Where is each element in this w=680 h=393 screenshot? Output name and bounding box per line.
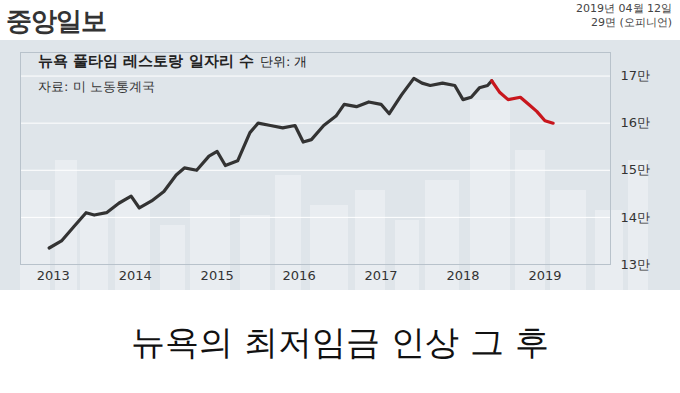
html-text:29면 (오피니언): 29면 (오피니언) bbox=[590, 16, 672, 29]
html-text:뉴욕의 최저임금 인상 그 후: 뉴욕의 최저임금 인상 그 후 bbox=[131, 322, 549, 362]
html-text:중앙일보: 중앙일보 bbox=[6, 6, 106, 36]
svg-text:2016: 2016 bbox=[283, 268, 316, 283]
html-text:뉴욕 풀타임 레스토랑 일자리 수 단위: 개: 뉴욕 풀타임 레스토랑 일자리 수 단위: 개 bbox=[38, 52, 308, 70]
svg-text:16만: 16만 bbox=[621, 115, 651, 130]
svg-text:2017: 2017 bbox=[365, 268, 398, 283]
html-text:자료: 미 노동통계국: 자료: 미 노동통계국 bbox=[38, 79, 155, 94]
svg-text:17만: 17만 bbox=[621, 68, 651, 83]
svg-text:15만: 15만 bbox=[621, 162, 651, 177]
svg-text:2014: 2014 bbox=[119, 268, 152, 283]
svg-text:2018: 2018 bbox=[446, 268, 479, 283]
svg-text:2015: 2015 bbox=[201, 268, 234, 283]
html-text:2019년 04월 12일: 2019년 04월 12일 bbox=[576, 2, 672, 15]
svg-text:2019: 2019 bbox=[528, 268, 561, 283]
svg-text:14만: 14만 bbox=[621, 210, 651, 225]
svg-text:2013: 2013 bbox=[37, 268, 70, 283]
svg-text:13만: 13만 bbox=[621, 257, 651, 272]
